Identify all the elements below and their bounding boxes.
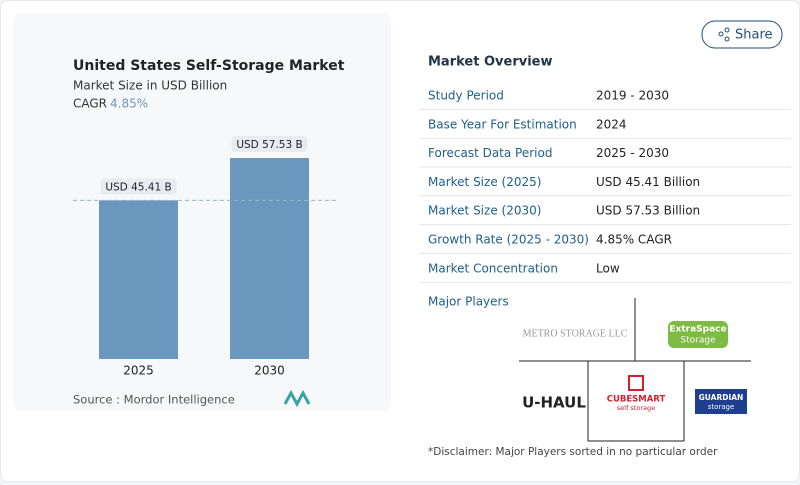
x-tick-label: 2030 [254,364,285,378]
value-label-box [100,178,177,195]
value-label-box [231,136,308,152]
chart-subtitle: Market Size in USD Billion [73,79,227,93]
cagr-value: 4.85% [110,97,148,111]
players-grid [519,298,751,442]
source: Source : Mordor Intelligence [73,393,235,407]
logo-badge [695,389,747,414]
brand-logo [283,389,311,408]
row-label: Growth Rate (2025 - 2030) [428,233,589,247]
chart-title: United States Self-Storage Market [73,58,345,74]
share-button[interactable]: Share [701,20,783,49]
row-label: Market Size (2030) [428,204,541,218]
x-tick-label: 2025 [123,364,154,378]
row-label: Market Size (2025) [428,175,541,189]
cagr-label: CAGR [73,97,107,111]
players-title: Major Players [428,295,509,309]
player-logo: storage [708,403,735,411]
player-logo: self storage [617,404,655,412]
row-label: Study Period [428,89,504,103]
row-label: Market Concentration [428,261,558,275]
player-logo: CUBESMART [607,395,666,405]
player-logo: U-HAUL [522,394,586,412]
row-label: Base Year For Estimation [428,117,577,131]
row-value: 2024 [596,117,627,131]
bar [99,200,178,359]
row-label: Forecast Data Period [428,146,552,160]
player-logo: Storage [680,336,716,346]
player-logo: ExtraSpace [669,325,726,335]
disclaimer: *Disclaimer: Major Players sorted in no … [428,446,718,458]
bar [230,158,309,359]
player-logo: GUARDIAN [699,393,744,402]
row-value: Low [596,261,620,275]
value-label: USD 45.41 B [105,181,171,193]
row-value: USD 45.41 Billion [596,175,700,189]
value-label: USD 57.53 B [236,139,302,151]
row-value: 2025 - 2030 [596,146,669,160]
logo-icon [628,375,644,391]
row-value: 2019 - 2030 [596,89,669,103]
overview-title: Market Overview [428,55,552,70]
share-label[interactable]: Share [735,28,773,43]
logo-badge [668,321,728,348]
row-value: USD 57.53 Billion [596,204,700,218]
row-value: 4.85% CAGR [596,233,672,247]
player-logo: METRO STORAGE LLC [523,328,628,339]
